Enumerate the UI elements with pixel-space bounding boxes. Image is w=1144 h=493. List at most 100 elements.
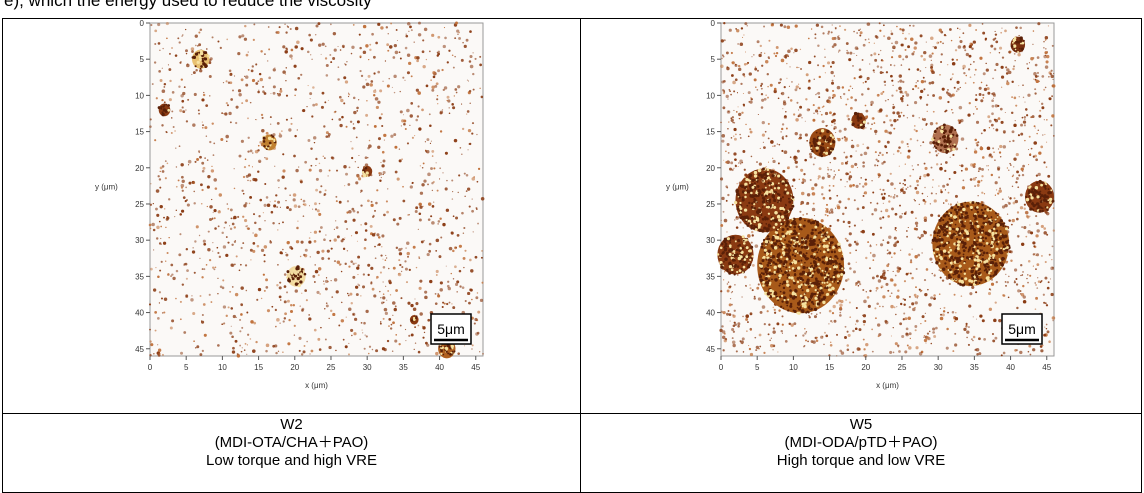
speckle bbox=[768, 58, 769, 59]
speckle bbox=[893, 196, 896, 199]
particle-speck bbox=[783, 291, 786, 294]
speckle bbox=[900, 152, 901, 153]
speckle bbox=[862, 220, 863, 221]
speckle bbox=[233, 216, 237, 220]
speckle bbox=[1045, 65, 1048, 68]
speckle bbox=[455, 247, 457, 249]
speckle bbox=[296, 40, 300, 44]
speckle bbox=[980, 147, 984, 151]
particle-speck bbox=[937, 235, 939, 237]
speckle bbox=[914, 41, 917, 44]
speckle bbox=[896, 90, 898, 92]
speckle bbox=[451, 103, 454, 106]
speckle bbox=[472, 122, 474, 124]
particle-speck bbox=[977, 247, 979, 249]
particle-speck bbox=[822, 225, 824, 227]
particle-speck bbox=[954, 273, 956, 275]
speckle bbox=[474, 322, 476, 324]
speckle bbox=[944, 170, 946, 172]
speckle bbox=[299, 350, 301, 352]
speckle bbox=[215, 187, 218, 190]
speckle bbox=[825, 335, 828, 338]
speckle bbox=[457, 34, 458, 35]
speckle bbox=[422, 65, 425, 68]
speckle bbox=[204, 157, 206, 159]
speckle bbox=[805, 121, 806, 122]
speckle bbox=[878, 54, 879, 55]
speckle bbox=[362, 285, 365, 288]
speckle bbox=[419, 212, 422, 215]
speckle bbox=[904, 38, 906, 40]
speckle bbox=[395, 305, 397, 307]
speckle bbox=[285, 200, 286, 201]
speckle bbox=[207, 248, 210, 251]
speckle bbox=[264, 245, 267, 248]
speckle bbox=[774, 309, 776, 311]
particle-speck bbox=[974, 219, 976, 221]
speckle bbox=[835, 28, 837, 30]
speckle bbox=[905, 49, 907, 51]
speckle bbox=[186, 120, 188, 122]
speckle bbox=[387, 290, 389, 292]
x-tick-label: 45 bbox=[471, 363, 480, 372]
speckle bbox=[383, 171, 386, 174]
speckle bbox=[768, 40, 770, 42]
speckle bbox=[854, 163, 857, 166]
speckle bbox=[1009, 51, 1011, 53]
speckle bbox=[475, 296, 478, 299]
speckle bbox=[431, 85, 434, 88]
particle-speck bbox=[263, 140, 265, 142]
speckle bbox=[301, 308, 304, 311]
speckle bbox=[995, 34, 997, 36]
speckle bbox=[795, 335, 797, 337]
speckle bbox=[965, 82, 967, 84]
speckle bbox=[954, 333, 956, 335]
speckle bbox=[227, 104, 229, 106]
speckle bbox=[280, 299, 282, 301]
speckle bbox=[282, 169, 285, 172]
speckle bbox=[395, 51, 399, 55]
particle-speck bbox=[165, 104, 167, 106]
speckle bbox=[1033, 78, 1034, 79]
speckle bbox=[332, 57, 335, 60]
speckle bbox=[209, 259, 211, 261]
speckle bbox=[159, 302, 160, 303]
speckle bbox=[897, 290, 899, 292]
speckle bbox=[738, 162, 739, 163]
speckle bbox=[246, 175, 249, 178]
speckle bbox=[926, 104, 928, 106]
speckle bbox=[393, 133, 396, 136]
speckle bbox=[1029, 62, 1030, 63]
speckle bbox=[863, 314, 866, 317]
speckle bbox=[1020, 133, 1023, 136]
speckle bbox=[923, 58, 926, 61]
speckle bbox=[791, 81, 793, 83]
speckle bbox=[1035, 308, 1037, 310]
speckle bbox=[1018, 85, 1019, 86]
speckle bbox=[732, 122, 733, 123]
speckle bbox=[959, 165, 960, 166]
speckle bbox=[357, 175, 360, 178]
speckle bbox=[266, 196, 269, 199]
speckle bbox=[849, 184, 852, 187]
speckle bbox=[1036, 253, 1039, 256]
speckle bbox=[1051, 259, 1052, 260]
speckle bbox=[264, 53, 266, 55]
speckle bbox=[861, 230, 865, 234]
speckle bbox=[1006, 82, 1009, 85]
speckle bbox=[882, 216, 884, 218]
speckle bbox=[965, 167, 968, 170]
speckle bbox=[968, 68, 970, 70]
speckle bbox=[452, 54, 454, 56]
speckle bbox=[800, 68, 802, 70]
speckle bbox=[150, 343, 153, 346]
speckle bbox=[200, 183, 203, 186]
speckle bbox=[407, 256, 409, 258]
speckle bbox=[184, 263, 186, 265]
particle-speck bbox=[961, 277, 964, 280]
speckle bbox=[922, 129, 923, 130]
speckle bbox=[181, 176, 184, 179]
speckle bbox=[282, 153, 284, 155]
speckle bbox=[819, 76, 821, 78]
speckle bbox=[467, 80, 468, 81]
